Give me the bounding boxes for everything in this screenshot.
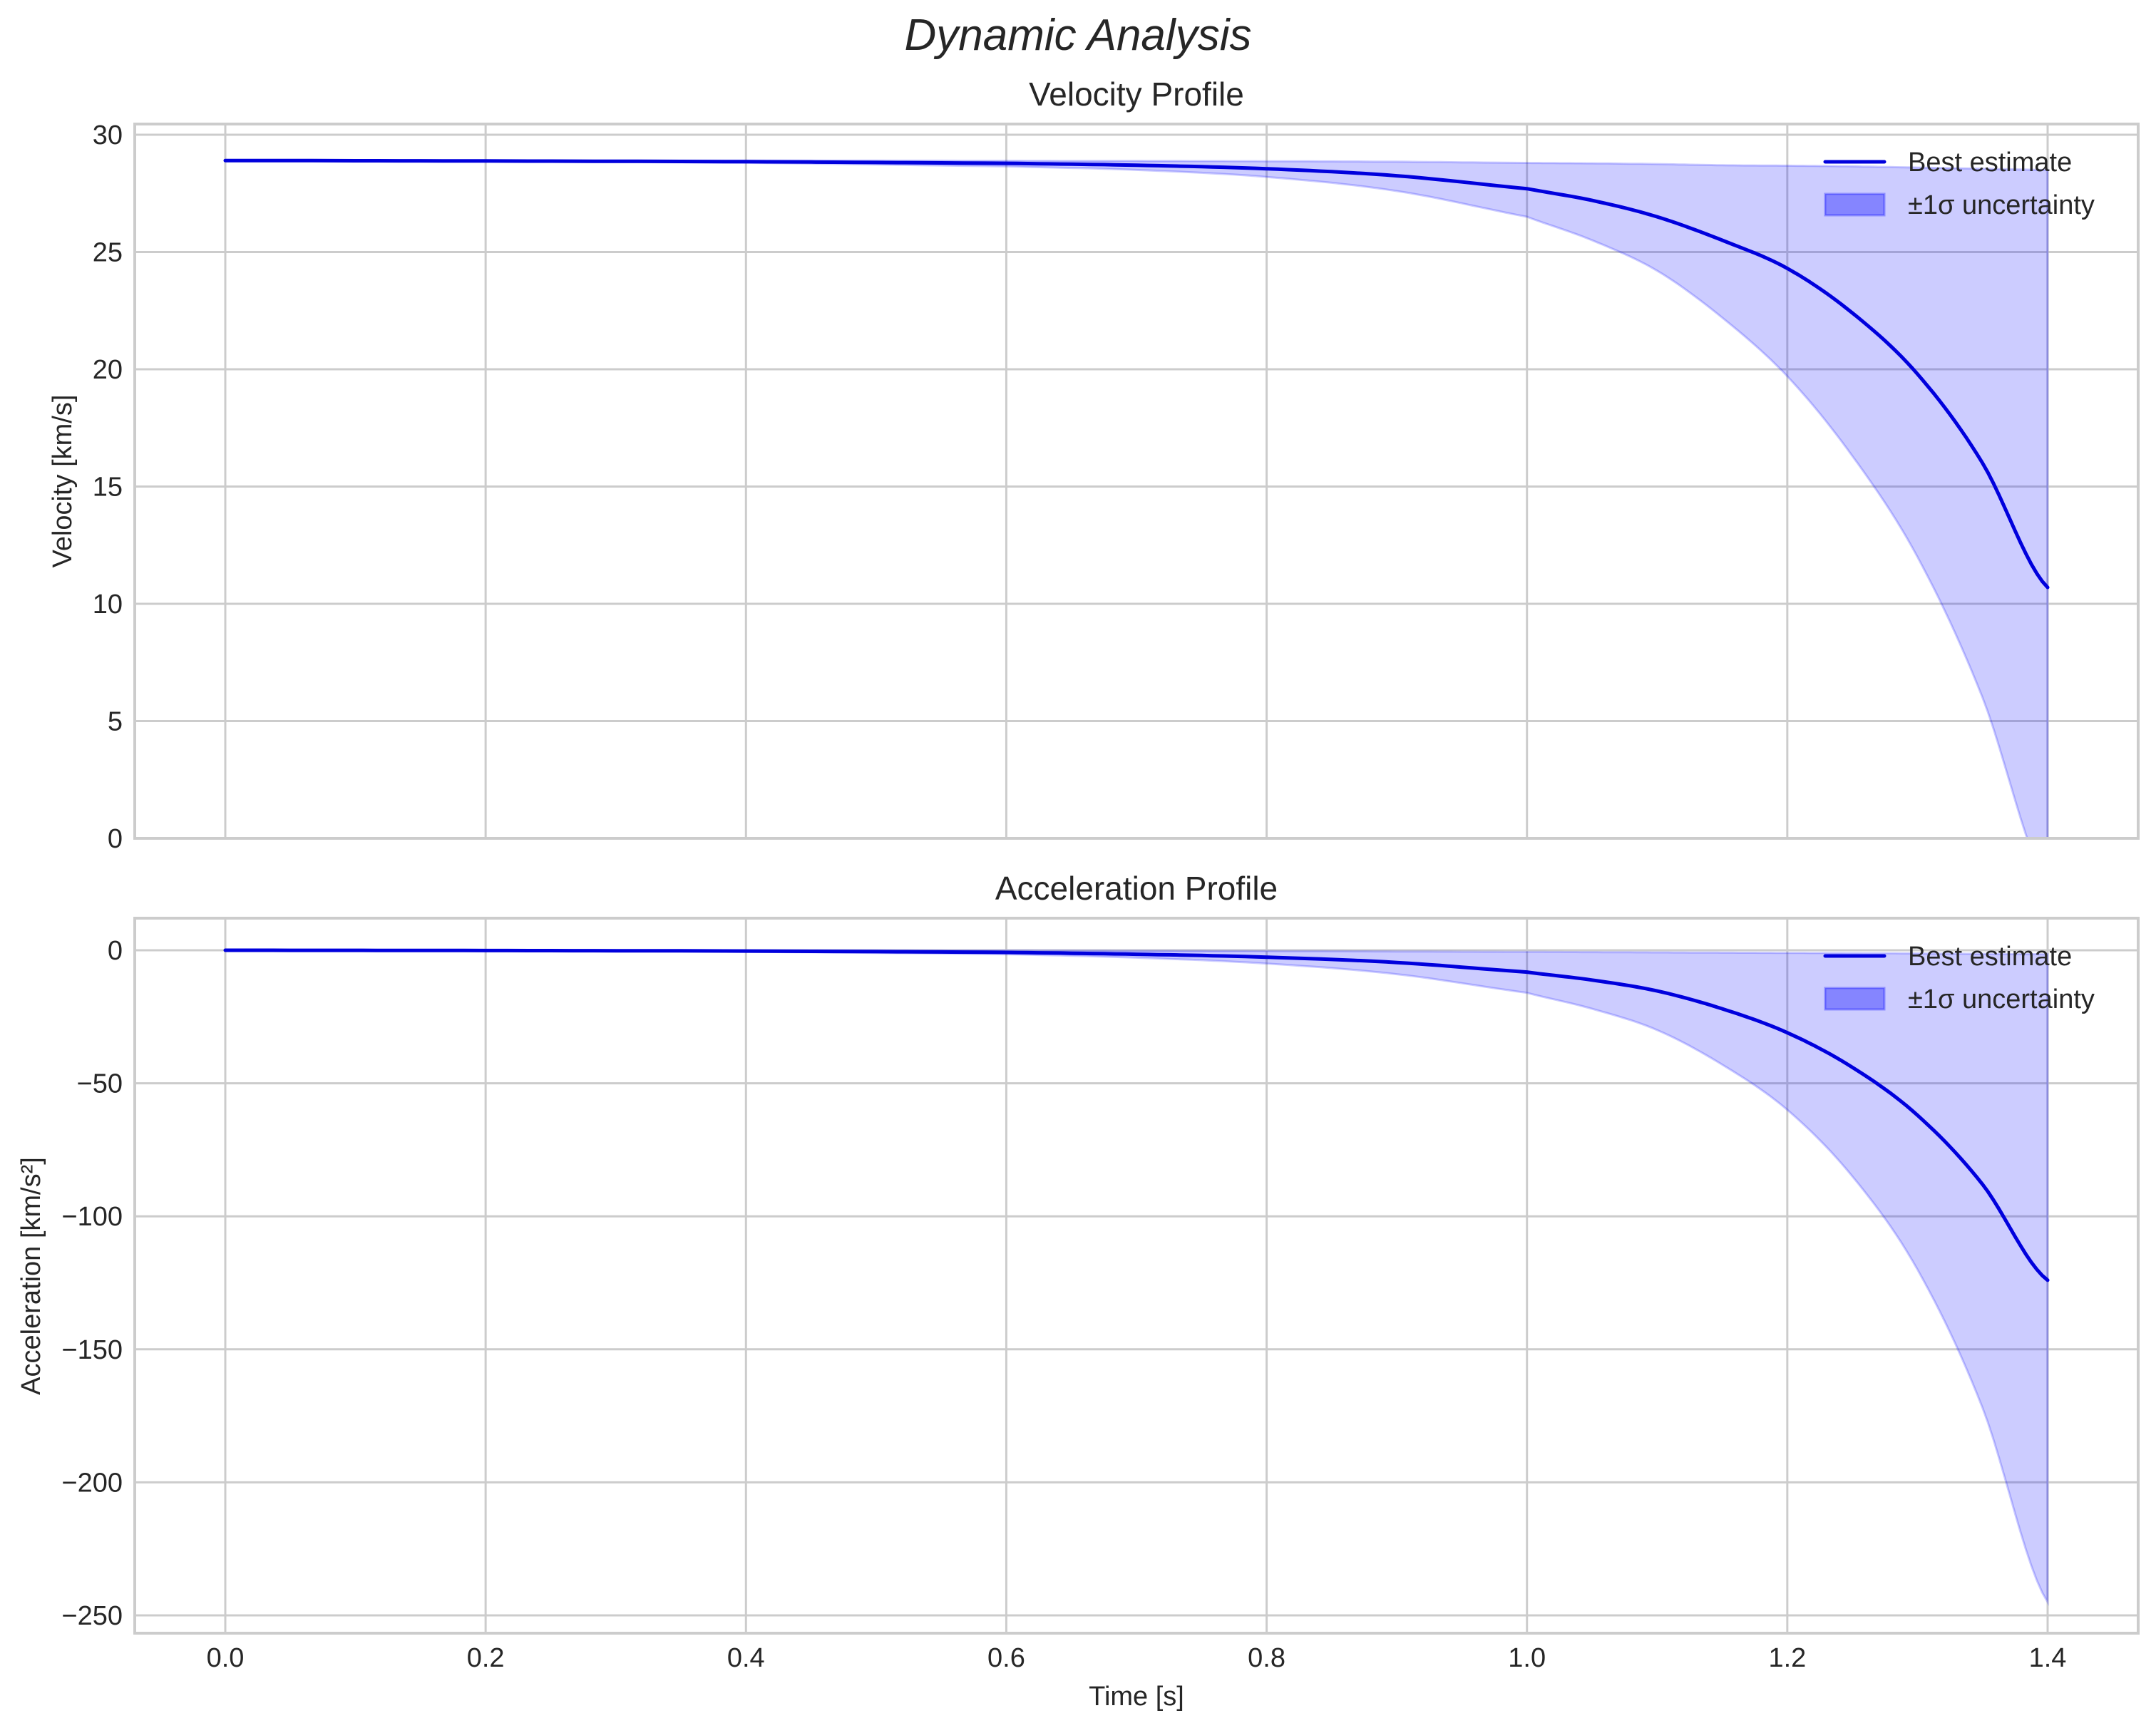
x-tick-label: 0.8	[1248, 1643, 1285, 1673]
y-tick-label: 30	[93, 120, 123, 150]
x-tick-label: 0.4	[727, 1643, 765, 1673]
y-tick-label: −150	[61, 1335, 123, 1365]
y-tick-label: 0	[108, 824, 123, 854]
x-tick-label: 0.0	[207, 1643, 245, 1673]
acceleration-x-ticks: 0.0 0.2 0.4 0.6 0.8 1.0 1.2 1.4	[207, 1643, 2067, 1673]
acceleration-legend: Best estimate ±1σ uncertainty	[1823, 942, 2095, 1014]
legend-uncertainty: ±1σ uncertainty	[1908, 984, 2095, 1014]
legend-band-swatch	[1824, 192, 1886, 217]
best-estimate-line	[223, 948, 2050, 1282]
figure-suptitle: Dynamic Analysis	[905, 11, 1252, 60]
acceleration-title: Acceleration Profile	[995, 870, 1278, 907]
y-tick-label: 0	[108, 936, 123, 966]
velocity-legend: Best estimate ±1σ uncertainty	[1823, 148, 2095, 220]
y-tick-label: −50	[77, 1069, 123, 1099]
legend-band-swatch	[1824, 987, 1886, 1011]
uncertainty-band	[225, 949, 2049, 1606]
y-tick-label: −200	[61, 1468, 123, 1498]
x-axis-label: Time [s]	[1089, 1682, 1184, 1712]
y-tick-label: 25	[93, 238, 123, 268]
x-tick-label: 1.0	[1508, 1643, 1546, 1673]
legend-uncertainty: ±1σ uncertainty	[1908, 190, 2095, 220]
x-tick-label: 1.4	[2029, 1643, 2067, 1673]
x-tick-label: 1.2	[1768, 1643, 1806, 1673]
velocity-y-ticks: 0 5 10 15 20 25 30	[93, 120, 123, 854]
acceleration-ylabel: Acceleration [km/s²]	[16, 1157, 46, 1395]
best-estimate-line	[223, 158, 2050, 590]
y-tick-label: −100	[61, 1202, 123, 1232]
y-tick-label: 10	[93, 590, 123, 619]
x-tick-label: 0.2	[467, 1643, 505, 1673]
velocity-grid	[135, 124, 2138, 840]
acceleration-axes-frame	[133, 917, 2140, 1635]
y-tick-label: 20	[93, 355, 123, 385]
y-tick-label: 15	[93, 473, 123, 503]
y-tick-label: 5	[108, 707, 123, 737]
y-tick-label: −250	[61, 1601, 123, 1631]
velocity-subplot: Velocity Profile 0 5 10 15 20 25 30 Velocity […	[48, 76, 2140, 854]
velocity-axes-frame	[133, 123, 2140, 840]
acceleration-subplot: Acceleration Profile 0 −50 −100 −150 −200 −25…	[16, 870, 2140, 1712]
velocity-plot-area	[223, 158, 2050, 838]
uncertainty-band	[225, 159, 2049, 838]
velocity-title: Velocity Profile	[1029, 76, 1244, 113]
acceleration-grid	[135, 918, 2138, 1633]
velocity-ylabel: Velocity [km/s]	[48, 395, 78, 568]
acceleration-plot-area	[223, 948, 2050, 1606]
acceleration-y-ticks: 0 −50 −100 −150 −200 −250	[61, 936, 123, 1631]
legend-best-estimate: Best estimate	[1908, 148, 2072, 178]
x-tick-label: 0.6	[987, 1643, 1025, 1673]
legend-best-estimate: Best estimate	[1908, 942, 2072, 972]
